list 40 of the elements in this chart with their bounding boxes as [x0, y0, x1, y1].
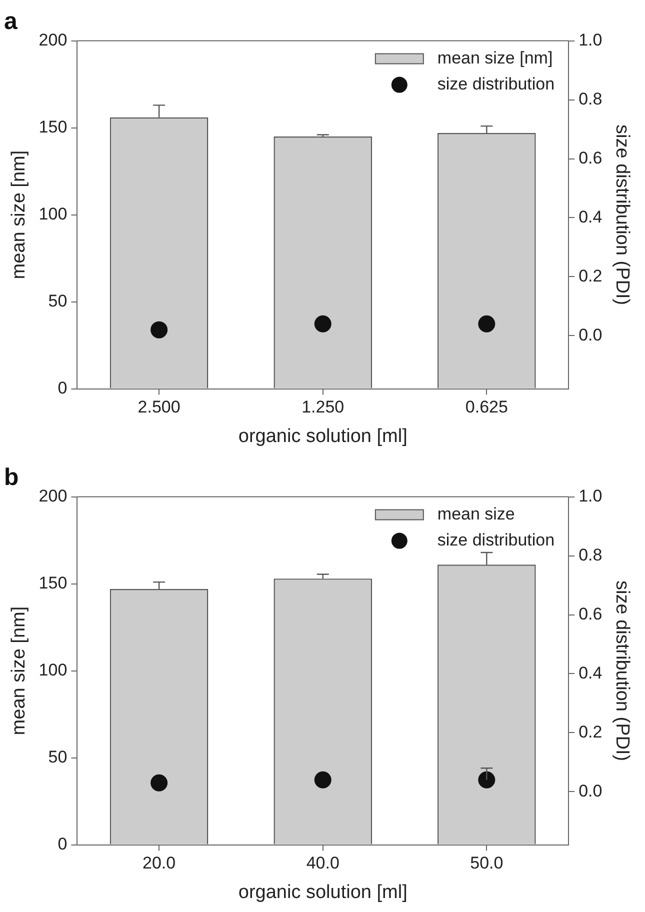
y2-tick-label: 0.2	[578, 266, 602, 286]
chart-title: a	[4, 8, 18, 36]
y2-tick-label: 0.0	[578, 781, 602, 800]
y-tick-label: 200	[38, 486, 68, 506]
y2-tick-label: 1.0	[578, 486, 602, 506]
chart-title: b	[4, 464, 19, 492]
y-tick-label: 100	[38, 204, 68, 224]
y2-axis-title: size distribution (PDI)	[611, 124, 632, 306]
y-tick-label: 0	[58, 834, 68, 854]
y2-tick-label: 1.0	[578, 30, 602, 50]
x-tick-label: 1.250	[302, 398, 344, 417]
y2-tick-label: 0.2	[578, 722, 602, 742]
y-tick-label: 100	[38, 660, 68, 680]
y-tick-label: 50	[48, 747, 68, 766]
y-axis-title: mean size [nm]	[8, 150, 30, 280]
x-tick-label: 50.0	[470, 854, 504, 873]
y-tick-label: 150	[38, 117, 68, 136]
x-tick-label: 2.500	[138, 398, 180, 417]
y2-tick-label: 0.8	[578, 545, 602, 564]
y2-tick-label: 0.4	[578, 207, 602, 226]
legend-label: mean size	[437, 504, 515, 524]
x-axis-title: organic solution [ml]	[238, 426, 408, 447]
y2-tick-label: 0.8	[578, 89, 602, 108]
x-axis-title: organic solution [ml]	[238, 882, 408, 903]
y-tick-label: 150	[38, 573, 68, 592]
y2-tick-label: 0.4	[578, 663, 602, 682]
legend-label: mean size [nm]	[437, 48, 553, 68]
x-tick-label: 40.0	[306, 854, 340, 873]
y2-tick-label: 0.6	[578, 148, 602, 168]
legend-label: size distribution	[437, 74, 555, 94]
legend-label: size distribution	[437, 530, 555, 550]
y-tick-label: 50	[48, 291, 68, 310]
y2-tick-label: 0.0	[578, 325, 602, 344]
y-axis-title: mean size [nm]	[8, 606, 30, 736]
y2-axis-title: size distribution (PDI)	[611, 580, 632, 762]
y-tick-label: 200	[38, 30, 68, 50]
x-tick-label: 20.0	[142, 854, 176, 873]
y2-tick-label: 0.6	[578, 604, 602, 624]
y-tick-label: 0	[58, 378, 68, 398]
x-tick-label: 0.625	[465, 398, 508, 417]
